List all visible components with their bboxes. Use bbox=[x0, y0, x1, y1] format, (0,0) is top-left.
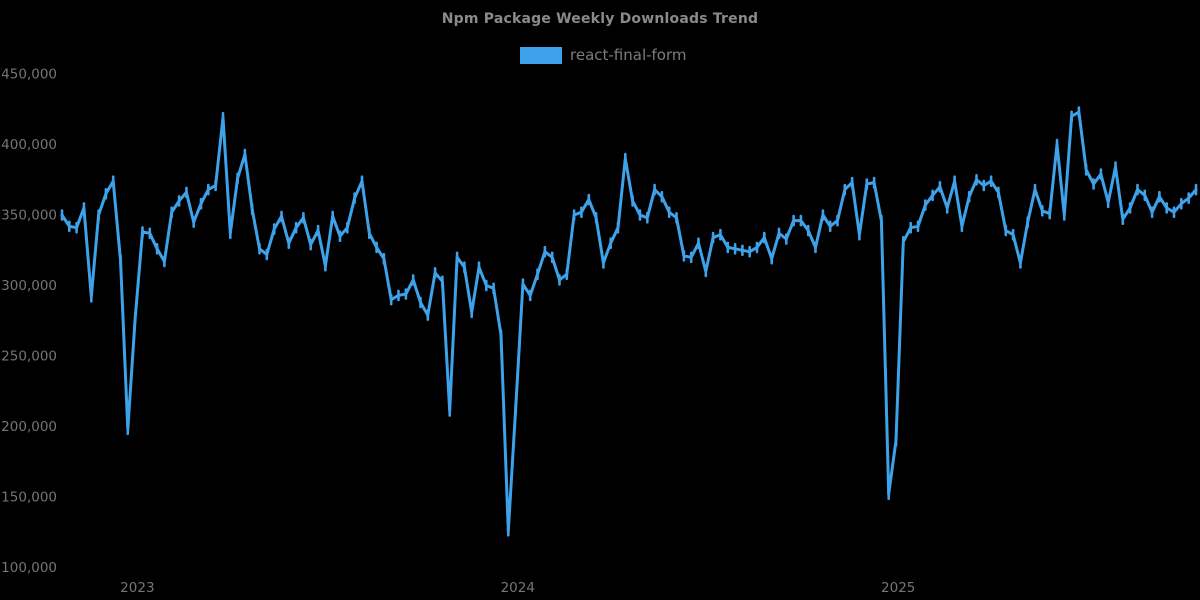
x-tick-label: 2025 bbox=[881, 580, 915, 596]
y-tick-label: 350,000 bbox=[1, 208, 57, 224]
legend-series-label: react-final-form bbox=[570, 46, 687, 64]
y-tick-label: 450,000 bbox=[1, 67, 57, 83]
chart-title: Npm Package Weekly Downloads Trend bbox=[441, 11, 759, 27]
y-tick-label: 150,000 bbox=[1, 490, 57, 506]
y-tick-label: 300,000 bbox=[1, 278, 57, 294]
x-tick-label: 2023 bbox=[120, 580, 154, 596]
y-tick-label: 100,000 bbox=[1, 560, 57, 576]
legend-swatch bbox=[520, 46, 562, 64]
legend: react-final-form bbox=[520, 46, 687, 64]
downloads-trend-line bbox=[60, 110, 1198, 533]
x-tick-label: 2024 bbox=[501, 580, 535, 596]
y-tick-label: 400,000 bbox=[1, 137, 57, 153]
y-tick-label: 200,000 bbox=[1, 419, 57, 435]
y-tick-label: 250,000 bbox=[1, 349, 57, 365]
